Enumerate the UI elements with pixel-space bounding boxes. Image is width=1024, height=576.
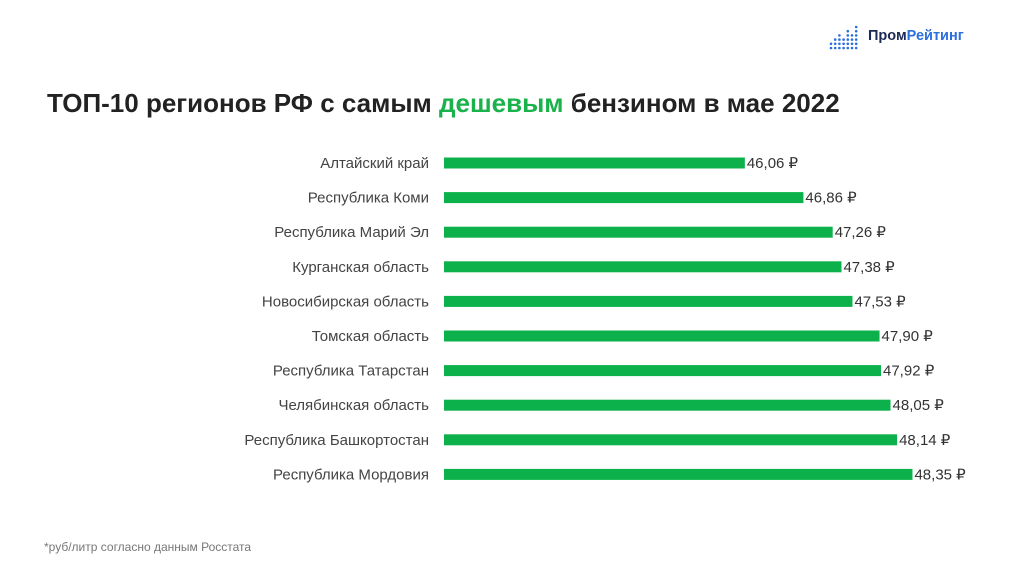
logo-dot [838, 34, 841, 37]
logo-dot [846, 42, 850, 46]
chart-title: ТОП-10 регионов РФ с самым дешевым бензи… [47, 88, 840, 119]
logo-dot [833, 38, 837, 41]
category-label: Новосибирская область [262, 293, 429, 310]
value-label: 47,26 ₽ [835, 224, 887, 241]
value-label: 48,35 ₽ [914, 466, 966, 483]
bar [444, 468, 913, 480]
category-label: Алтайский край [320, 155, 429, 172]
logo-text: ПромРейтинг [868, 28, 964, 44]
logo-dot [842, 38, 845, 41]
logo-dot [850, 38, 854, 41]
logo-dot [850, 34, 854, 37]
logo-dot [833, 42, 837, 46]
logo-text-part2: Рейтинг [906, 28, 964, 44]
bar [444, 330, 880, 342]
value-label: 46,86 ₽ [805, 190, 857, 207]
title-text-before: ТОП-10 регионов РФ с самым [47, 88, 440, 118]
value-label: 46,06 ₽ [747, 155, 799, 172]
logo-dot [854, 38, 858, 41]
logo-dot [846, 38, 850, 41]
logo-dot [838, 38, 841, 41]
title-text-after: бензином в мае 2022 [563, 88, 840, 118]
bar [444, 365, 882, 377]
logo-dot [842, 42, 845, 46]
logo-dot [854, 42, 858, 46]
value-label: 47,92 ₽ [883, 363, 935, 380]
bar [444, 434, 898, 446]
logo-text-part1: Пром [868, 28, 907, 44]
category-label: Республика Башкортостан [244, 432, 429, 449]
category-label: Курганская область [292, 259, 429, 276]
bar [444, 226, 833, 238]
logo-dot [846, 34, 850, 37]
bar [444, 261, 842, 273]
bar [444, 399, 891, 411]
bar [444, 192, 804, 204]
logo-dot [854, 29, 858, 33]
logo-dot [838, 42, 841, 46]
category-label: Республика Коми [308, 190, 429, 207]
logo-dot [842, 46, 845, 50]
category-label: Челябинская область [278, 397, 429, 414]
logo-dot [829, 46, 833, 50]
logo-dot [854, 25, 858, 29]
logo-dot [846, 46, 850, 50]
value-label: 48,05 ₽ [893, 397, 945, 414]
logo-dot [829, 42, 833, 46]
logo-dot [833, 46, 837, 50]
logo-dot [854, 34, 858, 37]
category-label: Республика Татарстан [273, 363, 429, 380]
logo-dot [850, 42, 854, 46]
logo-dot [838, 46, 841, 50]
logo-dot [850, 46, 854, 50]
logo-dot [854, 46, 858, 50]
dot-bars-icon [829, 25, 858, 50]
value-label: 48,14 ₽ [899, 432, 951, 449]
bar [444, 157, 745, 169]
bar [444, 295, 853, 307]
footnote: *руб/литр согласно данным Росстата [44, 540, 252, 554]
category-label: Республика Мордовия [273, 466, 429, 483]
value-label: 47,38 ₽ [843, 259, 895, 276]
value-label: 47,53 ₽ [854, 293, 906, 310]
title-highlight: дешевым [439, 88, 564, 118]
value-label: 47,90 ₽ [882, 328, 934, 345]
prom-reyting-logo: ПромРейтинг [829, 20, 964, 52]
category-label: Томская область [312, 328, 429, 345]
logo-dot [846, 29, 850, 33]
category-label: Республика Марий Эл [274, 224, 429, 241]
